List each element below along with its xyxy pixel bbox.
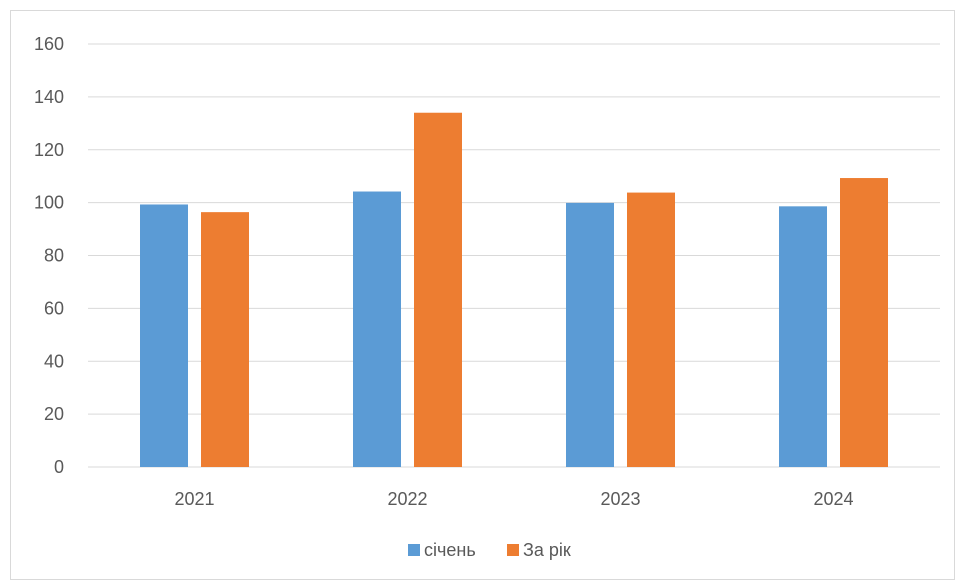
y-tick-label: 60 — [44, 298, 64, 318]
y-tick-label: 40 — [44, 351, 64, 371]
y-tick-label: 80 — [44, 246, 64, 266]
legend-label: За рік — [523, 540, 571, 560]
x-tick-label: 2023 — [600, 489, 640, 509]
y-tick-label: 20 — [44, 404, 64, 424]
y-axis-tick-labels: 0 20 40 60 80 100 120 140 160 — [34, 34, 64, 477]
legend-swatch — [507, 544, 519, 556]
x-tick-label: 2021 — [174, 489, 214, 509]
bar-series2-2024 — [840, 178, 888, 467]
bar-series1-2024 — [779, 206, 827, 468]
x-axis-tick-labels: 2021 2022 2023 2024 — [174, 489, 853, 509]
y-tick-label: 100 — [34, 193, 64, 213]
legend-label: січень — [424, 540, 476, 560]
y-tick-label: 140 — [34, 87, 64, 107]
bars — [140, 112, 888, 468]
y-tick-label: 0 — [54, 457, 64, 477]
x-tick-label: 2024 — [813, 489, 853, 509]
bar-series2-2023 — [627, 192, 675, 468]
bar-series2-2021 — [201, 212, 249, 467]
legend-swatch — [408, 544, 420, 556]
y-tick-label: 160 — [34, 34, 64, 54]
x-tick-label: 2022 — [387, 489, 427, 509]
y-tick-label: 120 — [34, 140, 64, 160]
legend: січень За рік — [408, 540, 571, 560]
bar-series1-2022 — [353, 191, 401, 468]
bar-series2-2022 — [414, 112, 462, 468]
bar-series1-2021 — [140, 204, 188, 467]
bar-series1-2023 — [566, 202, 614, 467]
